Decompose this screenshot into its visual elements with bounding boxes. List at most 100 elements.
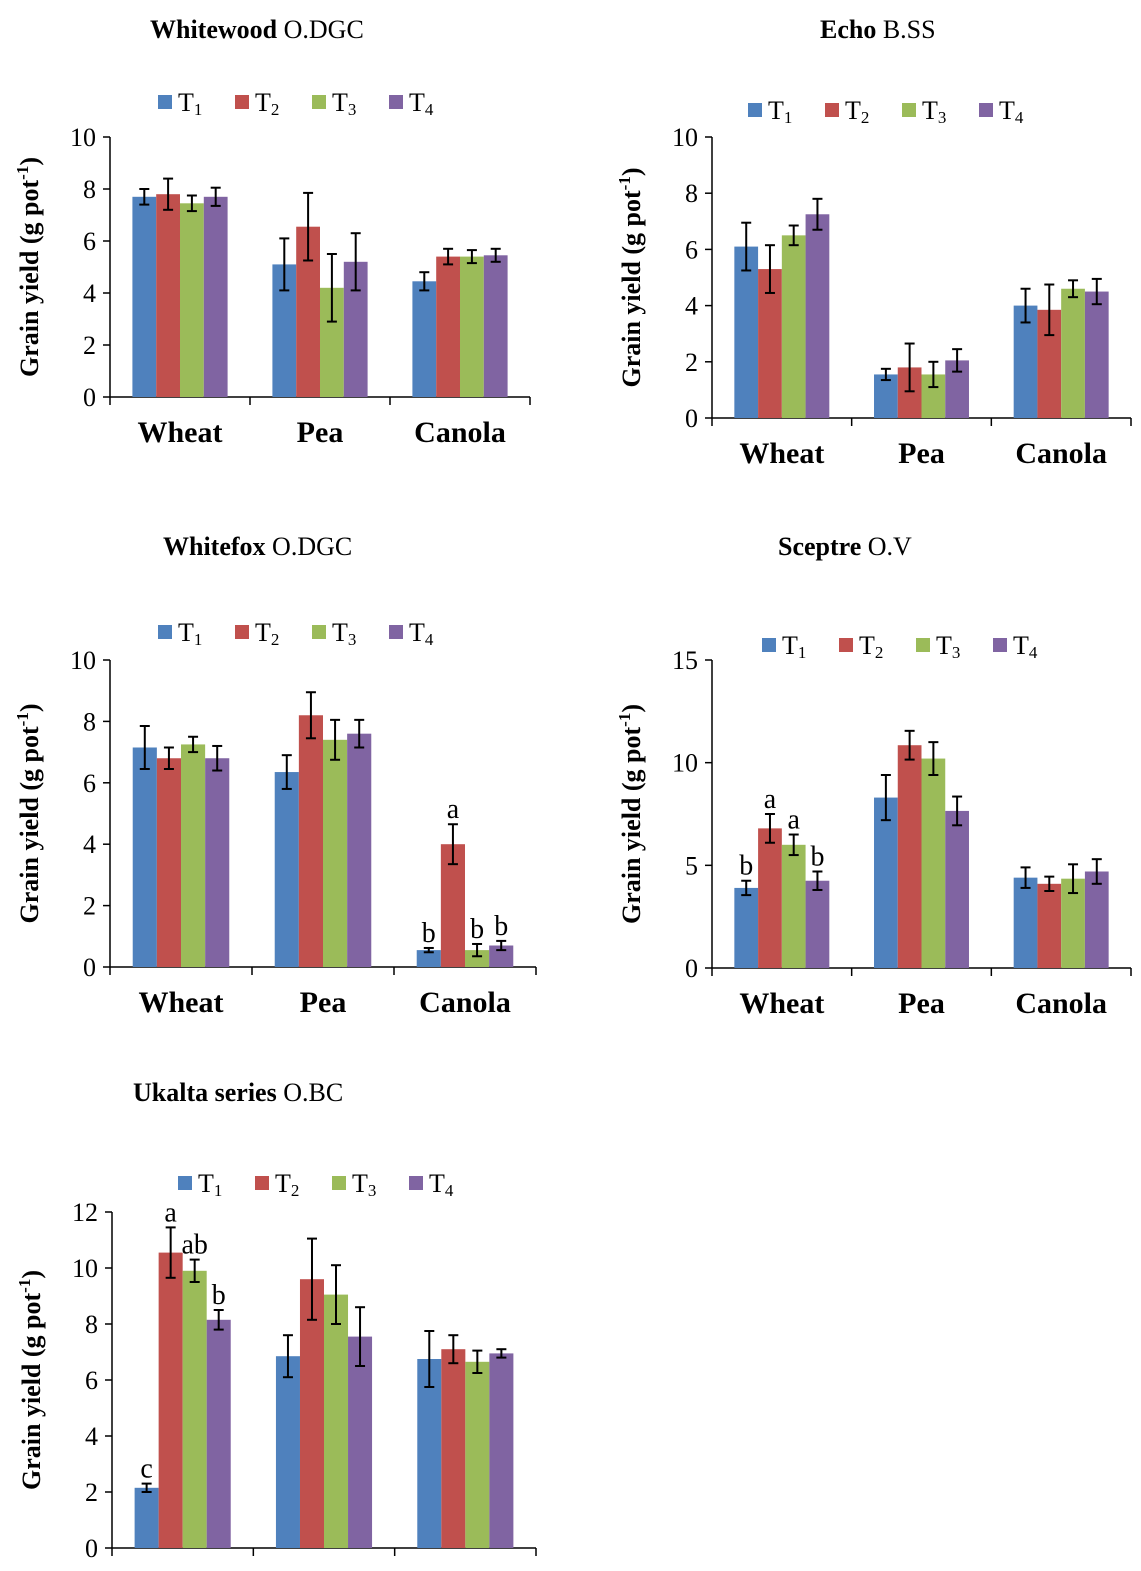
- y-axis-label: Grain yield (g pot-1): [13, 157, 44, 377]
- error-bar: [186, 194, 197, 213]
- error-bar: [212, 744, 223, 772]
- y-tick-label: 4: [83, 830, 96, 859]
- error-bar: [331, 1264, 342, 1325]
- bar-t2-wheat: [156, 758, 181, 967]
- error-bar: [163, 746, 174, 770]
- legend-swatch-t1: [158, 625, 172, 639]
- error-bar: [282, 1334, 293, 1379]
- legend-label-t1: T1: [782, 631, 806, 662]
- significance-letter: b: [470, 914, 484, 945]
- bar-t2-pea: [299, 1279, 324, 1548]
- legend-label-t3: T3: [332, 618, 356, 649]
- legend-swatch-t4: [979, 103, 993, 117]
- bar-t3-pea: [320, 287, 344, 397]
- legend-swatch-t1: [178, 1176, 192, 1190]
- legend-swatch-t3: [312, 625, 326, 639]
- bar-t4-canola: [483, 255, 508, 397]
- error-bar: [1091, 277, 1102, 306]
- y-tick-label: 0: [83, 383, 96, 412]
- bar-t1-canola: [1013, 877, 1038, 968]
- error-bar: [281, 754, 292, 790]
- y-tick-label: 10: [672, 749, 698, 778]
- error-bar: [188, 735, 199, 754]
- bar-t4-pea: [343, 261, 368, 397]
- legend-label-t4: T4: [1013, 631, 1038, 662]
- significance-letter: b: [212, 1280, 226, 1311]
- y-tick-label: 15: [672, 646, 698, 675]
- error-bar: [952, 348, 963, 373]
- bar-t1-canola: [416, 950, 441, 967]
- bar-t2-wheat: [156, 194, 180, 397]
- legend-swatch-t3: [902, 103, 916, 117]
- y-tick-label: 6: [85, 1366, 98, 1395]
- legend-label-t1: T1: [768, 96, 792, 127]
- error-bar: [354, 718, 365, 749]
- x-tick-label-canola: Canola: [414, 416, 506, 449]
- error-bar: [306, 1237, 317, 1321]
- y-tick-label: 10: [70, 123, 96, 152]
- bar-t4-pea: [945, 360, 969, 418]
- y-axis-label: Grain yield (g pot-1): [15, 1270, 46, 1490]
- chart-title: Sceptre O.V: [778, 532, 912, 561]
- x-tick-label-canola: Canola: [419, 1567, 511, 1571]
- significance-letter: a: [447, 794, 460, 825]
- bar-t3-wheat: [182, 1270, 207, 1548]
- bar-t4-canola: [1084, 871, 1109, 968]
- error-bar: [1020, 287, 1031, 324]
- chart-title: Whitewood O.DGC: [150, 15, 364, 44]
- bar-t4-wheat: [206, 1319, 231, 1548]
- error-bar: [928, 360, 939, 389]
- y-axis-label: Grain yield (g pot-1): [13, 703, 44, 923]
- legend-swatch-t4: [409, 1176, 423, 1190]
- error-bar: [419, 271, 430, 292]
- y-tick-label: 8: [83, 707, 96, 736]
- error-bar: [788, 833, 799, 857]
- significance-letter: b: [494, 911, 508, 942]
- legend-label-t3: T3: [936, 631, 960, 662]
- legend-label-t2: T2: [845, 96, 869, 127]
- x-tick-label-wheat: Wheat: [140, 1567, 225, 1571]
- y-tick-label: 10: [672, 123, 698, 152]
- y-tick-label: 4: [685, 292, 698, 321]
- y-tick-label: 0: [85, 1534, 98, 1563]
- x-tick-label-pea: Pea: [301, 1567, 348, 1571]
- error-bar: [443, 247, 454, 266]
- legend-swatch-t3: [916, 638, 930, 652]
- bar-t2-canola: [441, 1349, 466, 1548]
- legend-swatch-t3: [312, 95, 326, 109]
- bar-t1-canola: [1013, 305, 1038, 418]
- y-tick-label: 2: [83, 892, 96, 921]
- error-bar: [741, 221, 752, 272]
- x-tick-label-canola: Canola: [1015, 437, 1107, 470]
- bar-t1-wheat: [134, 1487, 159, 1548]
- error-bar: [1091, 858, 1102, 885]
- y-tick-label: 2: [85, 1478, 98, 1507]
- legend-label-t1: T1: [178, 88, 202, 119]
- y-axis-label: Grain yield (g pot-1): [615, 167, 646, 387]
- bar-t3-pea: [921, 374, 946, 418]
- error-bar: [812, 197, 823, 231]
- error-bar: [1044, 283, 1055, 337]
- error-bar: [423, 946, 434, 954]
- error-bar: [1068, 863, 1079, 895]
- bar-t4-pea: [945, 810, 969, 968]
- error-bar: [447, 823, 458, 866]
- y-tick-label: 0: [685, 954, 698, 983]
- error-bar: [355, 1306, 366, 1367]
- bar-t4-canola: [489, 1353, 514, 1548]
- bar-t4-wheat: [205, 758, 230, 967]
- bar-t3-canola: [460, 256, 484, 397]
- error-bar: [424, 1330, 435, 1388]
- error-bar: [764, 813, 775, 844]
- bar-t1-wheat: [132, 747, 157, 967]
- legend-swatch-t1: [158, 95, 172, 109]
- bar-t1-pea: [874, 374, 898, 418]
- error-bar: [904, 342, 915, 393]
- bar-t4-canola: [1084, 291, 1109, 418]
- bar-t3-wheat: [181, 744, 206, 967]
- bar-t1-wheat: [734, 887, 759, 968]
- legend-label-t2: T2: [275, 1169, 299, 1200]
- significance-letter: c: [140, 1454, 152, 1485]
- legend-swatch-t2: [255, 1176, 269, 1190]
- error-bar: [496, 1348, 507, 1359]
